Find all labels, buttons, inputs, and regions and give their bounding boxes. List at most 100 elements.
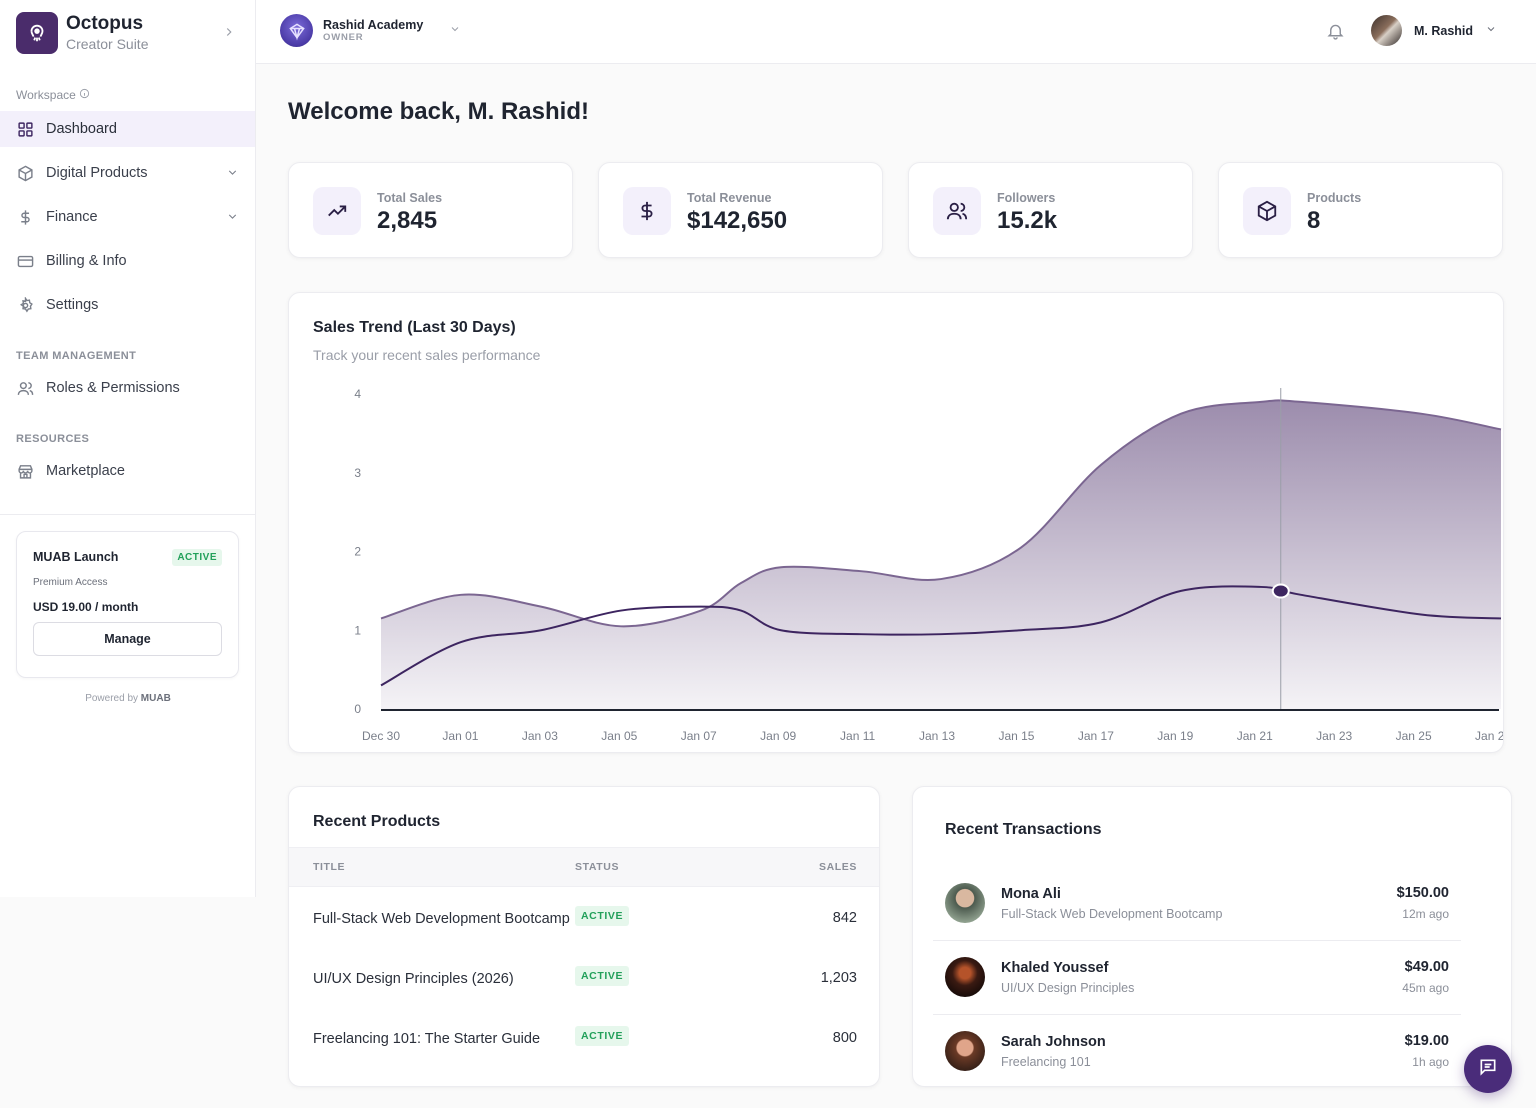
x-tick-label: Jan 11 (840, 729, 875, 743)
grid-icon (16, 120, 34, 138)
org-name: Rashid Academy (323, 18, 424, 32)
octopus-logo-icon (16, 12, 58, 54)
users-icon (16, 379, 34, 397)
sidebar-item-roles[interactable]: Roles & Permissions (0, 370, 255, 406)
stat-card-products: Products 8 (1218, 162, 1503, 258)
sidebar-item-digital-products[interactable]: Digital Products (0, 155, 255, 191)
transaction-time: 12m ago (1402, 907, 1449, 921)
workspace-label-text: Workspace (16, 88, 76, 102)
product-title: Freelancing 101: The Starter Guide (313, 1031, 541, 1047)
column-header-sales: SALES (818, 861, 857, 873)
chat-button[interactable] (1464, 1045, 1512, 1093)
plan-access: Premium Access (33, 577, 108, 588)
dollar-icon (623, 187, 671, 235)
bell-icon[interactable] (1326, 21, 1345, 46)
box-icon (1243, 187, 1291, 235)
x-tick-label: Jan 23 (1316, 729, 1352, 743)
brand-subtitle: Creator Suite (66, 36, 149, 52)
product-title: Full-Stack Web Development Bootcamp (313, 911, 570, 927)
product-sales: 1,203 (820, 970, 857, 986)
table-row[interactable]: Freelancing 101: The Starter Guide ACTIV… (289, 1007, 879, 1067)
avatar (945, 1031, 985, 1071)
status-badge: ACTIVE (575, 1026, 630, 1046)
chevron-down-icon[interactable] (226, 210, 239, 228)
stat-card-total-revenue: Total Revenue $142,650 (598, 162, 883, 258)
stat-card-total-sales: Total Sales 2,845 (288, 162, 573, 258)
stat-label: Products (1307, 191, 1362, 205)
topbar: Rashid Academy OWNER M. Rashid (256, 0, 1536, 64)
list-item[interactable]: Khaled Youssef UI/UX Design Principles $… (933, 941, 1461, 1015)
status-badge: ACTIVE (575, 966, 630, 986)
chart-title: Sales Trend (Last 30 Days) (313, 319, 516, 336)
y-tick-label: 2 (354, 545, 361, 559)
sidebar-divider (0, 514, 255, 515)
product-title: UI/UX Design Principles (2026) (313, 971, 514, 987)
table-row[interactable]: UI/UX Design Principles (2026) ACTIVE 1,… (289, 947, 879, 1007)
stat-value: $142,650 (687, 207, 788, 234)
users-icon (933, 187, 981, 235)
x-tick-label: Jan 07 (681, 729, 717, 743)
hover-point (1271, 583, 1290, 599)
avatar (1371, 15, 1402, 46)
workspace-label: Workspace (16, 88, 90, 102)
chevron-down-icon[interactable] (226, 166, 239, 184)
x-tick-label: Jan 27 (1475, 729, 1504, 743)
x-tick-label: Dec 30 (362, 729, 400, 743)
transaction-time: 1h ago (1412, 1055, 1449, 1069)
user-name: M. Rashid (1414, 23, 1474, 38)
sidebar-item-dashboard[interactable]: Dashboard (0, 111, 255, 147)
sidebar-item-finance[interactable]: Finance (0, 199, 255, 235)
team-management-label: TEAM MANAGEMENT (16, 350, 137, 362)
chevron-down-icon (449, 22, 461, 40)
brand-name: Octopus (66, 13, 144, 34)
stat-label: Followers (997, 191, 1056, 205)
chevron-right-icon (222, 25, 236, 44)
org-switcher[interactable]: Rashid Academy OWNER (280, 14, 461, 47)
customer-name: Mona Ali (1001, 886, 1061, 902)
column-header-title: TITLE (313, 861, 346, 873)
transaction-time: 45m ago (1402, 981, 1449, 995)
user-menu[interactable]: M. Rashid (1371, 15, 1497, 46)
sidebar-item-label: Billing & Info (46, 253, 127, 269)
sidebar-item-label: Dashboard (46, 121, 117, 137)
y-tick-label: 4 (354, 387, 361, 401)
stat-value: 8 (1307, 207, 1321, 234)
plan-name: MUAB Launch (33, 550, 119, 564)
sidebar-item-label: Finance (46, 209, 98, 225)
x-tick-label: Jan 17 (1078, 729, 1114, 743)
product-sales: 842 (832, 910, 857, 926)
recent-transactions-title: Recent Transactions (945, 821, 1102, 838)
x-tick-label: Jan 09 (760, 729, 796, 743)
org-role: OWNER (323, 32, 364, 43)
series-area-revenue (381, 400, 1501, 709)
powered-by: Powered by MUAB (0, 693, 256, 704)
x-tick-label: Jan 01 (442, 729, 478, 743)
table-header: TITLE STATUS SALES (289, 847, 879, 887)
transaction-product: Full-Stack Web Development Bootcamp (1001, 907, 1223, 921)
column-header-status: STATUS (575, 861, 620, 873)
sidebar-item-billing[interactable]: Billing & Info (0, 243, 255, 279)
box-icon (16, 164, 34, 182)
chart-subtitle: Track your recent sales performance (313, 347, 541, 363)
list-item[interactable]: Sarah Johnson Freelancing 101 $19.00 1h … (933, 1015, 1461, 1086)
stat-card-followers: Followers 15.2k (908, 162, 1193, 258)
customer-name: Khaled Youssef (1001, 960, 1109, 976)
y-tick-label: 0 (354, 702, 361, 716)
gear-icon (16, 296, 34, 314)
stat-label: Total Revenue (687, 191, 772, 205)
sidebar-item-settings[interactable]: Settings (0, 287, 255, 323)
recent-products-title: Recent Products (313, 813, 441, 830)
plan-price: USD 19.00 / month (33, 600, 139, 614)
sales-trend-card: 0 1 2 3 4 Dec 30 Jan 01 Jan 03 Jan 05 Jan 07 Jan 0… (288, 292, 1504, 753)
manage-plan-button[interactable]: Manage (33, 622, 222, 656)
sidebar-item-label: Roles & Permissions (46, 380, 180, 396)
brand-switcher[interactable]: Octopus Creator Suite (16, 12, 240, 54)
table-row[interactable]: Full-Stack Web Development Bootcamp ACTI… (289, 887, 879, 947)
status-badge: ACTIVE (575, 906, 630, 926)
sidebar-item-marketplace[interactable]: Marketplace (0, 453, 255, 489)
transaction-amount: $150.00 (1396, 885, 1449, 901)
x-tick-label: Jan 15 (998, 729, 1034, 743)
y-tick-label: 3 (354, 466, 361, 480)
sales-trend-chart[interactable]: 0 1 2 3 4 Dec 30 Jan 01 Jan 03 Jan 05 Jan 07 Jan 0… (289, 293, 1504, 753)
list-item[interactable]: Mona Ali Full-Stack Web Development Boot… (933, 867, 1461, 941)
